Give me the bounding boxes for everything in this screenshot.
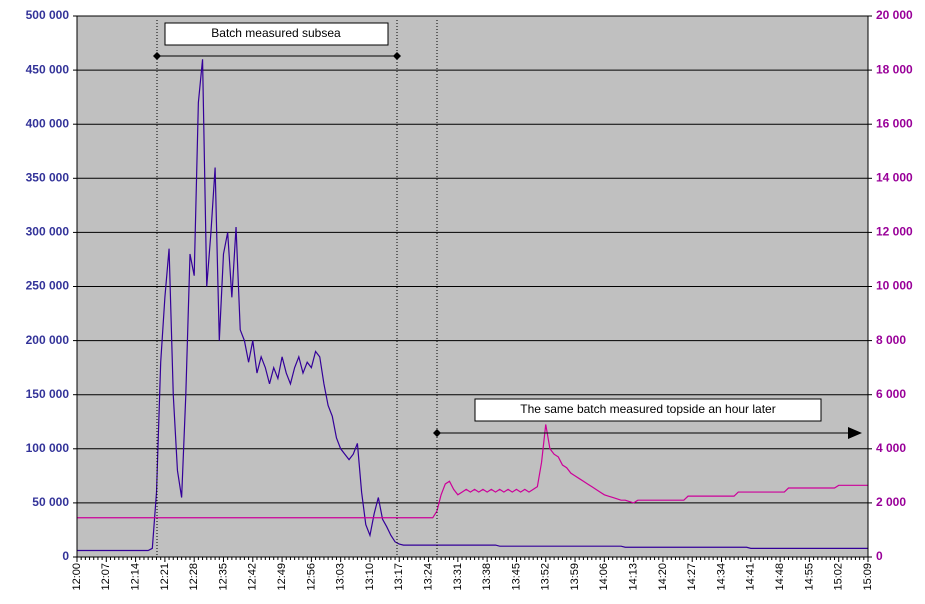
x-tick-label: 13:38 [481,563,493,591]
x-tick-label: 14:48 [774,563,786,591]
y-tick-label: 0 [62,549,69,563]
data-line [77,59,868,552]
x-tick-label: 14:13 [628,563,640,591]
y2-tick-label: 16 000 [876,116,913,130]
y-tick-label: 450 000 [26,62,70,76]
y2-tick-label: 0 [876,549,883,563]
x-tick-label: 12:56 [305,563,317,591]
x-tick-label: 15:02 [833,563,845,591]
annotation: The same batch measured topside an hour … [520,402,775,416]
x-tick-label: 12:00 [71,563,83,591]
x-tick-label: 13:52 [540,563,552,591]
y2-tick-label: 8 000 [876,333,906,347]
y-tick-label: 100 000 [26,441,70,455]
y-tick-label: 150 000 [26,387,70,401]
x-tick-label: 13:45 [510,563,522,591]
x-tick-label: 12:42 [247,563,259,591]
annotation: Batch measured subsea [211,26,341,40]
x-tick-label: 13:24 [422,563,434,591]
lines [77,59,868,552]
y2-tick-label: 2 000 [876,495,906,509]
x-tick-label: 14:41 [745,563,757,591]
y-tick-label: 50 000 [32,495,69,509]
x-tick-label: 13:31 [452,563,464,591]
x-tick-label: 15:09 [862,563,874,591]
y2-tick-label: 4 000 [876,441,906,455]
x-tick-label: 14:55 [803,563,815,591]
y-tick-label: 350 000 [26,170,70,184]
data-line [77,424,868,519]
x-tick-label: 12:07 [100,563,112,591]
x-tick-label: 14:34 [715,563,727,591]
x-tick-label: 13:17 [393,563,405,591]
x-tick-label: 12:49 [276,563,288,591]
x-tick-label: 14:27 [686,563,698,591]
y2-tick-label: 18 000 [876,62,913,76]
y2-tick-label: 12 000 [876,225,913,239]
y2-tick-label: 6 000 [876,387,906,401]
y2-tick-label: 10 000 [876,279,913,293]
annotation-box [164,22,389,46]
x-tick-label: 12:21 [159,563,171,591]
x-tick-label: 12:35 [217,563,229,591]
x-tick-label: 13:10 [364,563,376,591]
x-tick-label: 13:03 [335,563,347,591]
x-tick-label: 12:28 [188,563,200,591]
y-tick-label: 250 000 [26,279,70,293]
y-tick-label: 400 000 [26,116,70,130]
y-tick-label: 500 000 [26,8,70,22]
x-tick-label: 14:20 [657,563,669,591]
y-tick-label: 200 000 [26,333,70,347]
x-tick-label: 14:06 [598,563,610,591]
annotation-box [474,398,822,422]
y2-tick-label: 14 000 [876,170,913,184]
y-tick-label: 300 000 [26,225,70,239]
x-tick-label: 12:14 [129,563,141,591]
x-tick-label: 13:59 [569,563,581,591]
y2-tick-label: 20 000 [876,8,913,22]
